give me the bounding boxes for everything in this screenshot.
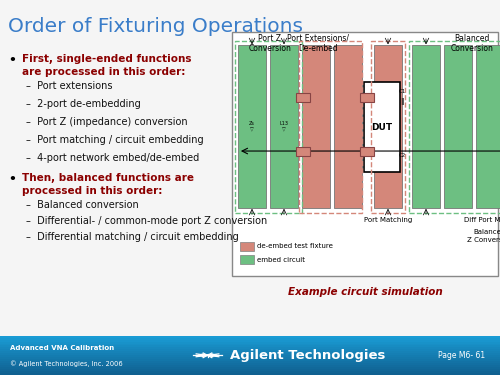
Text: Agilent Technologies: Agilent Technologies — [230, 349, 386, 362]
Bar — [270, 45, 298, 208]
Text: •: • — [8, 54, 16, 67]
Bar — [476, 45, 500, 208]
Text: Order of Fixturing Operations: Order of Fixturing Operations — [8, 17, 303, 36]
Text: Port Z
Conversion: Port Z Conversion — [248, 34, 292, 53]
Bar — [0, 351, 500, 353]
Text: Zs
▽: Zs ▽ — [249, 121, 255, 132]
Bar — [238, 45, 266, 208]
Bar — [0, 344, 500, 345]
Bar — [360, 93, 374, 102]
Bar — [0, 367, 500, 369]
Bar — [296, 147, 310, 156]
Bar — [409, 40, 500, 213]
Text: –  Port matching / circuit embedding: – Port matching / circuit embedding — [26, 135, 204, 145]
Text: –  Port extensions: – Port extensions — [26, 81, 113, 91]
Text: embed circuit: embed circuit — [257, 257, 305, 263]
Bar — [0, 340, 500, 342]
Text: –  2-port de-embedding: – 2-port de-embedding — [26, 99, 141, 109]
Text: © Agilent Technologies, Inc. 2006: © Agilent Technologies, Inc. 2006 — [10, 361, 122, 367]
Text: Example circuit simulation: Example circuit simulation — [288, 287, 442, 297]
Text: Port Extensions/
De-embed: Port Extensions/ De-embed — [287, 34, 349, 53]
Text: –  Differential matching / circuit embedding: – Differential matching / circuit embedd… — [26, 232, 239, 242]
Bar — [240, 242, 254, 251]
Text: First, single-ended functions
are processed in this order:: First, single-ended functions are proces… — [22, 54, 192, 77]
Bar — [296, 93, 310, 102]
Text: •: • — [8, 173, 16, 186]
Bar — [371, 40, 405, 213]
Bar — [374, 45, 402, 208]
Bar — [0, 371, 500, 373]
Bar — [0, 359, 500, 361]
Text: –  Differential- / common-mode port Z conversion: – Differential- / common-mode port Z con… — [26, 216, 267, 226]
Bar — [360, 147, 374, 156]
Text: Balanced
Conversion: Balanced Conversion — [450, 34, 494, 53]
Bar — [0, 361, 500, 363]
Bar — [364, 82, 400, 172]
Text: Balanced
Z Conversion: Balanced Z Conversion — [467, 230, 500, 243]
Bar — [412, 45, 440, 208]
Bar — [444, 45, 472, 208]
Bar — [232, 32, 498, 276]
Bar — [302, 45, 330, 208]
Bar — [0, 345, 500, 347]
Text: –  Port Z (impedance) conversion: – Port Z (impedance) conversion — [26, 117, 188, 127]
Text: C2: C2 — [398, 153, 406, 158]
Bar — [0, 347, 500, 350]
Bar — [0, 353, 500, 356]
Bar — [0, 342, 500, 344]
Text: –  Balanced conversion: – Balanced conversion — [26, 200, 139, 210]
Text: Diff Port Match: Diff Port Match — [464, 217, 500, 223]
Bar — [0, 338, 500, 340]
Text: Port Matching: Port Matching — [364, 217, 412, 223]
Text: L13
▽: L13 ▽ — [280, 121, 288, 132]
Bar — [0, 363, 500, 365]
Bar — [240, 255, 254, 264]
Text: –  4-port network embed/de-embed: – 4-port network embed/de-embed — [26, 153, 199, 163]
Bar — [0, 365, 500, 367]
Bar — [334, 45, 362, 208]
Text: Advanced VNA Calibration: Advanced VNA Calibration — [10, 345, 114, 351]
Text: de-embed test fixture: de-embed test fixture — [257, 243, 333, 249]
Bar — [0, 336, 500, 338]
Bar — [0, 357, 500, 359]
Text: Then, balanced functions are
processed in this order:: Then, balanced functions are processed i… — [22, 173, 194, 196]
Text: ‖: ‖ — [400, 98, 404, 105]
Bar — [0, 350, 500, 351]
Bar — [0, 356, 500, 357]
Bar — [299, 40, 362, 213]
Bar — [0, 369, 500, 371]
Bar — [0, 373, 500, 375]
Text: C1: C1 — [398, 89, 406, 94]
Text: DUT: DUT — [372, 123, 392, 132]
Text: Page M6- 61: Page M6- 61 — [438, 351, 485, 360]
Bar — [235, 40, 302, 213]
